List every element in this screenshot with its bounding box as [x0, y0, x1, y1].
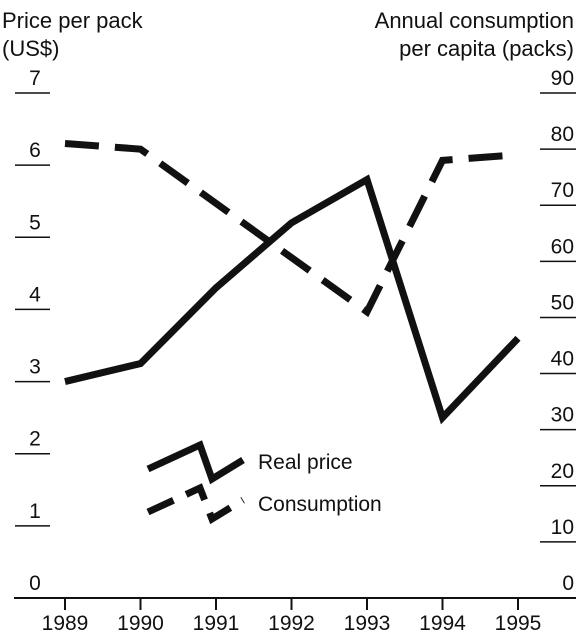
consumption-line [64, 140, 519, 318]
x-tick-label: 1989 [42, 612, 89, 634]
right-tick-label: 60 [551, 235, 574, 258]
left-tick-label: 5 [29, 211, 41, 234]
x-tick-label: 1992 [268, 612, 315, 634]
x-tick-label: 1993 [344, 612, 391, 634]
right-tick-label: 40 [551, 348, 574, 371]
right-tick-label: 30 [551, 404, 574, 427]
left-axis-ticks: 0 1 2 3 4 5 6 7 [15, 67, 50, 595]
legend: Real price Consumption [146, 440, 382, 525]
left-tick-label: 1 [29, 500, 41, 523]
right-tick-label: 50 [551, 291, 574, 314]
left-tick-label: 2 [29, 428, 41, 451]
x-tick-label: 1990 [117, 612, 164, 634]
right-axis-title-line1: Annual consumption [375, 8, 574, 33]
right-axis-title-line2: per capita (packs) [399, 36, 574, 61]
x-tick-label: 1991 [193, 612, 240, 634]
left-axis-title-line1: Price per pack [2, 8, 144, 33]
left-tick-label: 6 [29, 139, 41, 162]
legend-real-price-swatch [146, 440, 245, 485]
left-tick-label: 7 [29, 67, 41, 90]
legend-consumption-swatch [146, 483, 245, 525]
x-tick-label: 1994 [419, 612, 466, 634]
right-axis-ticks: 0 10 20 30 40 50 60 70 80 90 [540, 67, 576, 595]
right-tick-label: 0 [562, 572, 574, 595]
right-tick-label: 20 [551, 460, 574, 483]
right-tick-label: 70 [551, 179, 574, 202]
real-price-line [64, 174, 521, 425]
left-tick-label: 3 [29, 356, 41, 379]
right-tick-label: 90 [551, 67, 574, 90]
series-layer [64, 140, 521, 425]
left-axis-title-line2: (US$) [2, 36, 59, 61]
legend-real-price-label: Real price [258, 451, 353, 474]
right-tick-label: 10 [551, 516, 574, 539]
x-tick-label: 1995 [495, 612, 542, 634]
left-tick-label: 4 [29, 283, 41, 306]
x-axis-ticks: 1989 1990 1991 1992 1993 1994 1995 [42, 598, 542, 634]
right-tick-label: 80 [551, 123, 574, 146]
legend-consumption-label: Consumption [258, 493, 382, 516]
left-tick-label: 0 [29, 572, 41, 595]
